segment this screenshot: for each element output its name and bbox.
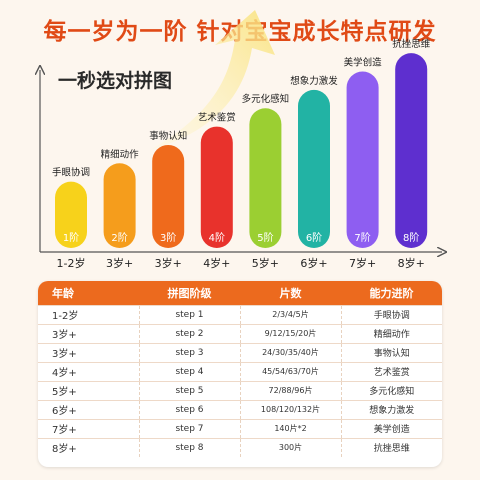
bar-stage-label: 8阶 xyxy=(403,231,419,244)
bar-annotation: 精细动作 xyxy=(101,148,140,160)
bar-stage-label: 5阶 xyxy=(257,231,273,244)
table-row: 5岁+ step 5 72/88/96片 多元化感知 xyxy=(38,380,442,400)
ability-cell: 艺术鉴赏 xyxy=(340,361,442,381)
bar xyxy=(395,53,428,249)
x-tick-label: 8岁+ xyxy=(398,256,425,270)
bar-stage-label: 1阶 xyxy=(63,231,79,244)
x-tick-label: 6岁+ xyxy=(300,256,327,270)
bar-stage-label: 7阶 xyxy=(354,231,370,244)
table-row: 6岁+ step 6 108/120/132片 想象力激发 xyxy=(38,399,442,419)
table-header-row: 年龄 拼图阶级 片数 能力进阶 xyxy=(38,281,442,305)
bar-stage-label: 4阶 xyxy=(209,231,225,244)
bar-stage-label: 6阶 xyxy=(306,231,322,244)
ability-cell: 事物认知 xyxy=(340,342,442,362)
table-row: 3岁+ step 2 9/12/15/20片 精细动作 xyxy=(38,323,442,343)
header-ability: 能力进阶 xyxy=(369,286,414,300)
step-cell: step 4 xyxy=(138,361,240,381)
ability-cell: 精细动作 xyxy=(340,323,442,343)
x-tick-label: 5岁+ xyxy=(252,256,279,270)
growth-arrow xyxy=(150,10,275,150)
bar-annotation: 手眼协调 xyxy=(52,167,90,179)
bar xyxy=(103,163,136,248)
age-cell: 8岁+ xyxy=(38,437,139,457)
pieces-cell: 72/88/96片 xyxy=(239,380,341,400)
ability-cell: 想象力激发 xyxy=(340,399,442,419)
table-row: 7岁+ step 7 140片*2 美学创造 xyxy=(38,418,442,438)
ability-cell: 多元化感知 xyxy=(340,380,442,400)
x-tick-label: 7岁+ xyxy=(349,256,376,270)
bar-annotation: 想象力激发 xyxy=(290,75,338,87)
age-cell: 3岁+ xyxy=(38,323,139,343)
table-row: 3岁+ step 3 24/30/35/40片 事物认知 xyxy=(38,342,442,362)
ability-cell: 美学创造 xyxy=(340,418,442,438)
pieces-cell: 24/30/35/40片 xyxy=(239,342,341,362)
step-cell: step 5 xyxy=(138,380,240,400)
age-cell: 4岁+ xyxy=(38,361,139,381)
step-cell: step 8 xyxy=(138,437,240,457)
bar-annotation: 艺术鉴赏 xyxy=(198,112,236,124)
subtitle: 一秒选对拼图 xyxy=(58,70,173,92)
age-stage-table: 年龄 拼图阶级 片数 能力进阶 1-2岁 step 1 2/3/4/5片 手眼协调 3岁… xyxy=(38,281,442,467)
bar xyxy=(249,108,282,248)
pieces-cell: 9/12/15/20片 xyxy=(239,323,341,343)
header-pieces: 片数 xyxy=(279,286,302,300)
bar xyxy=(298,89,330,248)
bar-annotation: 美学创造 xyxy=(344,57,383,69)
bar xyxy=(346,71,379,248)
x-tick-label: 4岁+ xyxy=(203,256,230,270)
step-cell: step 6 xyxy=(138,399,240,419)
age-cell: 6岁+ xyxy=(38,399,139,419)
ability-cell: 手眼协调 xyxy=(340,304,442,324)
pieces-cell: 45/54/63/70片 xyxy=(239,361,341,381)
table-body: 1-2岁 step 1 2/3/4/5片 手眼协调 3岁+ step 2 9/12/15/2… xyxy=(38,304,442,457)
step-cell: step 3 xyxy=(138,342,240,362)
stage-bar-chart: 1阶 手眼协调 1-2岁 2阶 精细动作 3岁+ 3阶 事物认知 3岁+ 4阶 艺术鉴赏 4岁+ 5阶 多… xyxy=(0,10,480,270)
age-cell: 3岁+ xyxy=(38,342,139,362)
bar xyxy=(200,126,233,248)
bar-annotation: 抗挫思维 xyxy=(392,38,431,50)
step-cell: step 2 xyxy=(138,323,240,343)
table-row: 4岁+ step 4 45/54/63/70片 艺术鉴赏 xyxy=(38,361,442,381)
age-cell: 1-2岁 xyxy=(38,304,139,324)
ability-cell: 抗挫思维 xyxy=(340,437,442,457)
x-tick-label: 3岁+ xyxy=(106,256,133,270)
age-cell: 7岁+ xyxy=(38,418,139,438)
x-tick-label: 3岁+ xyxy=(155,256,182,270)
bar xyxy=(55,181,87,248)
step-cell: step 7 xyxy=(138,418,240,438)
bar xyxy=(152,144,185,248)
bar-annotation: 多元化感知 xyxy=(242,93,290,105)
step-cell: step 1 xyxy=(138,304,240,324)
table-row: 8岁+ step 8 300片 抗挫思维 xyxy=(38,437,442,457)
pieces-cell: 300片 xyxy=(239,437,341,457)
age-cell: 5岁+ xyxy=(38,380,139,400)
table-row: 1-2岁 step 1 2/3/4/5片 手眼协调 xyxy=(38,304,442,324)
bar-stage-label: 3阶 xyxy=(160,231,176,244)
x-tick-label: 1-2岁 xyxy=(57,256,86,270)
bar-stage-label: 2阶 xyxy=(111,231,127,244)
pieces-cell: 108/120/132片 xyxy=(239,399,341,419)
header-age: 年龄 xyxy=(52,286,74,300)
pieces-cell: 140片*2 xyxy=(239,418,341,438)
pieces-cell: 2/3/4/5片 xyxy=(239,304,341,324)
bar-annotation: 事物认知 xyxy=(149,130,187,142)
header-step: 拼图阶级 xyxy=(167,286,212,300)
